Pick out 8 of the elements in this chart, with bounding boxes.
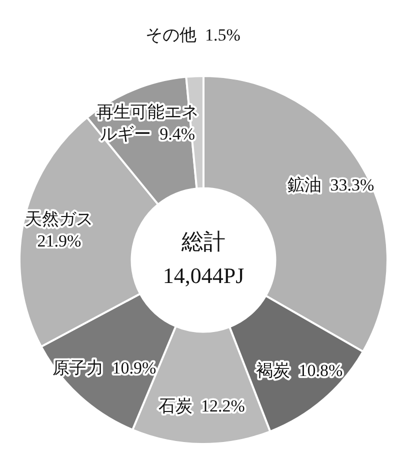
- text: 総計: [180, 228, 226, 254]
- slice-label: 褐炭 10.8%: [256, 361, 343, 380]
- slice-label: 石炭 12.2%: [158, 396, 245, 416]
- slice-label: 天然ガス: [25, 210, 94, 229]
- slice-label: 鉱油 33.3%: [288, 176, 374, 195]
- text: 14,044PJ: [162, 262, 245, 288]
- slice-label: その他 1.5%: [145, 26, 240, 45]
- data-label: 21.9%: [37, 232, 82, 251]
